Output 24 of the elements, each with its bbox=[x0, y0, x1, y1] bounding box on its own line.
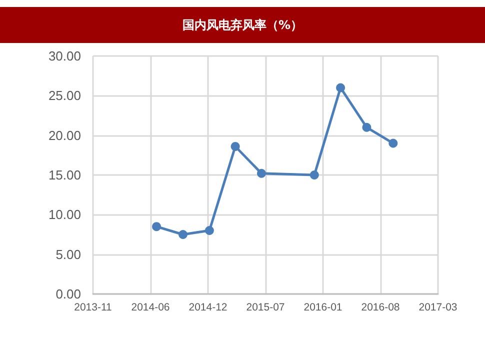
y-tick-label: 0.00 bbox=[56, 286, 81, 302]
point bbox=[388, 138, 398, 148]
x-tick-label: 2015-07 bbox=[246, 302, 285, 314]
x-tick-label: 2013-11 bbox=[74, 302, 112, 314]
x-tick-label: 2014-06 bbox=[131, 302, 170, 314]
point bbox=[204, 226, 214, 236]
y-tick-label: 25.00 bbox=[48, 88, 81, 104]
point bbox=[362, 122, 372, 132]
point bbox=[336, 83, 346, 92]
point bbox=[230, 142, 240, 151]
chart-title: 国内风电弃风率（%） bbox=[0, 7, 485, 43]
x-tick-label: 2016-01 bbox=[304, 302, 342, 314]
x-tick-label: 2016-08 bbox=[361, 302, 400, 314]
y-tick-label: 5.00 bbox=[56, 246, 81, 262]
y-tick-label: 15.00 bbox=[48, 168, 81, 182]
point bbox=[152, 222, 162, 232]
x-tick-label: 2017-03 bbox=[418, 302, 458, 314]
point bbox=[178, 230, 188, 239]
point bbox=[310, 170, 319, 180]
y-tick-label: 20.00 bbox=[48, 128, 81, 143]
point bbox=[256, 168, 266, 178]
y-tick-label: 30.00 bbox=[48, 48, 81, 64]
y-tick-label: 10.00 bbox=[48, 207, 81, 222]
x-tick-label: 2014-12 bbox=[188, 302, 228, 314]
